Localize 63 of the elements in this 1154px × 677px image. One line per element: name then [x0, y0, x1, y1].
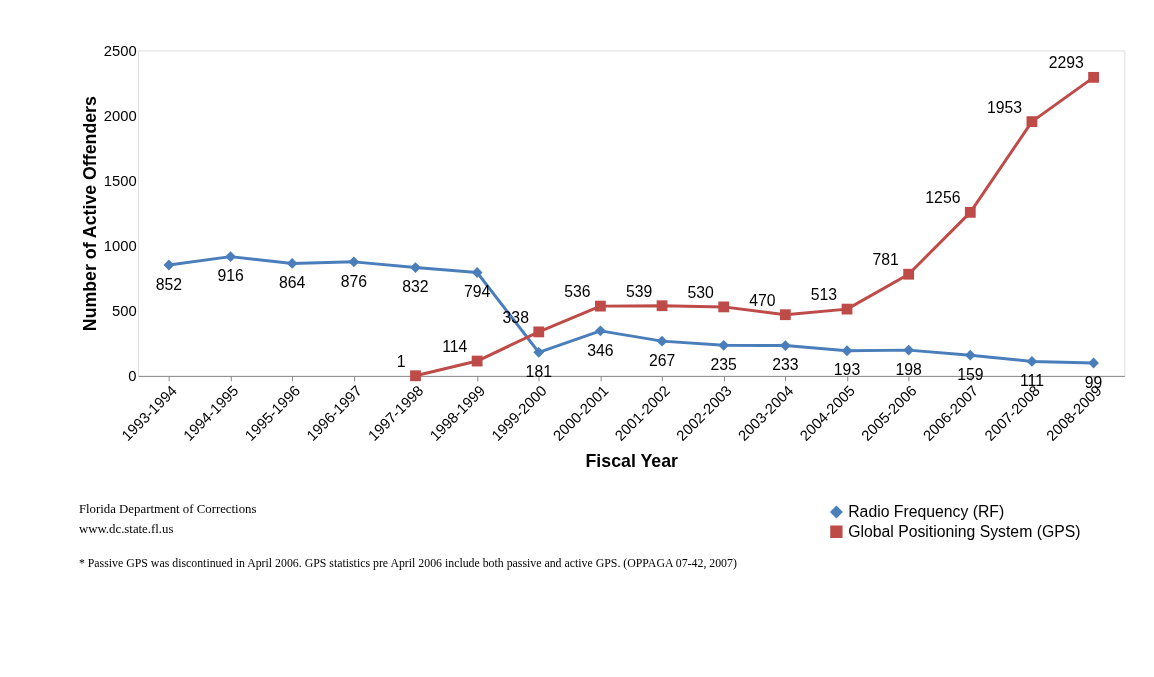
point [1026, 356, 1038, 367]
point [595, 300, 606, 312]
data-label: 1953 [987, 98, 1023, 116]
text: Florida Department of Corrections [78, 502, 257, 516]
point [225, 251, 236, 263]
legend-label: Global Positioning System (GPS) [848, 522, 1081, 540]
data-label: 2293 [1048, 54, 1084, 72]
point [410, 262, 421, 273]
data-label: 536 [564, 283, 591, 301]
text: * Passive GPS was discontinued in April 2006. GPS statistics pre April 2006 include both passive and active GPS. (OPPAGA 07-42, 2007) [78, 556, 737, 571]
point [964, 206, 976, 218]
data-label: 864 [279, 274, 306, 292]
point [841, 303, 853, 315]
data-label: 852 [155, 275, 183, 293]
data-label: 1256 [925, 189, 961, 207]
data-label: 114 [442, 338, 468, 356]
y-axis-title: Number of Active Offenders [79, 95, 100, 332]
data-label: 781 [872, 251, 899, 269]
y-tick-label: 500 [111, 303, 137, 320]
point [841, 345, 853, 357]
point [471, 355, 483, 367]
data-label: 794 [463, 283, 491, 301]
text: www.dc.state.fl.us [78, 521, 174, 536]
data-label: 513 [810, 286, 838, 304]
data-label: 530 [687, 284, 715, 302]
point [779, 309, 791, 321]
point [533, 326, 545, 338]
data-label: 181 [525, 362, 552, 380]
data-label: 193 [833, 361, 861, 379]
data-label: 267 [648, 351, 676, 369]
point [348, 256, 360, 268]
y-tick-label: 0 [128, 368, 137, 385]
point [471, 267, 483, 278]
point [1026, 116, 1038, 128]
data-label: 876 [340, 272, 368, 290]
data-label: 346 [587, 341, 614, 359]
point [656, 335, 668, 347]
point [1088, 71, 1099, 83]
data-label: 1 [396, 352, 406, 370]
data-label: 916 [217, 267, 244, 285]
data-label: 470 [749, 291, 776, 309]
point [595, 325, 606, 337]
point [533, 346, 545, 358]
y-tick-label: 2500 [103, 42, 137, 59]
point [903, 268, 915, 280]
data-label: 235 [710, 355, 738, 373]
y-tick-label: 1000 [103, 238, 137, 255]
point [163, 259, 175, 271]
data-label: 198 [895, 360, 923, 378]
data-label: 539 [625, 282, 653, 300]
point [410, 370, 421, 382]
data-label: 233 [772, 356, 799, 374]
point [656, 300, 668, 312]
x-axis-title: Fiscal Year [585, 451, 679, 472]
data-label: 159 [957, 365, 984, 383]
data-label: 832 [402, 278, 429, 296]
legend-label: Radio Frequency (RF) [848, 502, 1005, 520]
point [286, 258, 298, 269]
point [903, 344, 915, 356]
y-tick-label: 1500 [103, 173, 137, 190]
point [718, 301, 730, 313]
point [964, 349, 976, 361]
y-tick-label: 2000 [103, 107, 137, 124]
